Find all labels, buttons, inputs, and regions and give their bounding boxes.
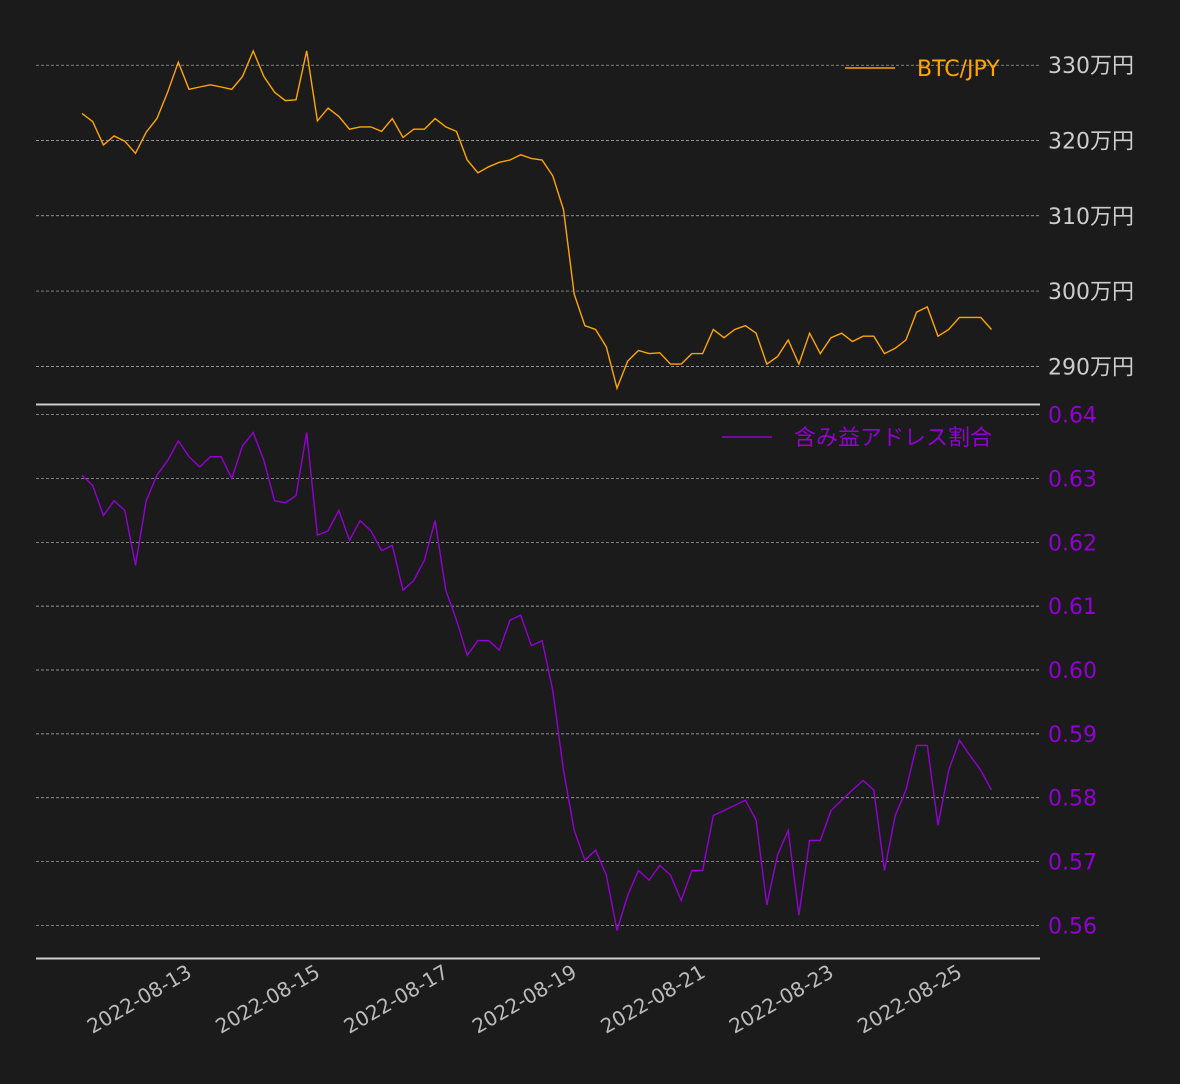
ratio-y-tick-label: 0.63	[1048, 467, 1097, 492]
ratio-gridlines	[36, 414, 1040, 926]
profit-address-ratio-line	[81, 431, 993, 931]
ratio-y-tick-label: 0.59	[1048, 723, 1097, 748]
ratio-y-tick-label: 0.57	[1048, 851, 1097, 876]
btc-y-tick-label: 310万円	[1048, 205, 1134, 230]
btc-price-line	[81, 49, 993, 391]
ratio-y-tick-labels: 0.56 0.57 0.58 0.59 0.60 0.61 0.62 0.63 0.64	[1048, 404, 1097, 940]
btc-y-tick-label: 300万円	[1048, 280, 1134, 305]
btc-legend-label: BTC/JPY	[917, 57, 1000, 82]
ratio-legend: 含み益アドレス割合	[722, 426, 992, 451]
btc-y-tick-label: 290万円	[1048, 355, 1134, 380]
ratio-legend-label: 含み益アドレス割合	[794, 426, 992, 451]
btc-gridlines	[36, 64, 1040, 367]
btc-legend: BTC/JPY	[845, 57, 1000, 82]
btc-y-tick-label: 330万円	[1048, 54, 1134, 79]
ratio-y-tick-label: 0.58	[1048, 787, 1097, 812]
ratio-y-tick-label: 0.60	[1048, 659, 1097, 684]
ratio-y-tick-label: 0.56	[1048, 914, 1097, 939]
ratio-y-tick-label: 0.64	[1048, 404, 1097, 429]
btc-y-tick-label: 320万円	[1048, 129, 1134, 154]
ratio-y-tick-label: 0.61	[1048, 595, 1097, 620]
btc-y-tick-labels: 290万円 300万円 310万円 320万円 330万円	[1048, 54, 1134, 380]
ratio-y-tick-label: 0.62	[1048, 531, 1097, 556]
